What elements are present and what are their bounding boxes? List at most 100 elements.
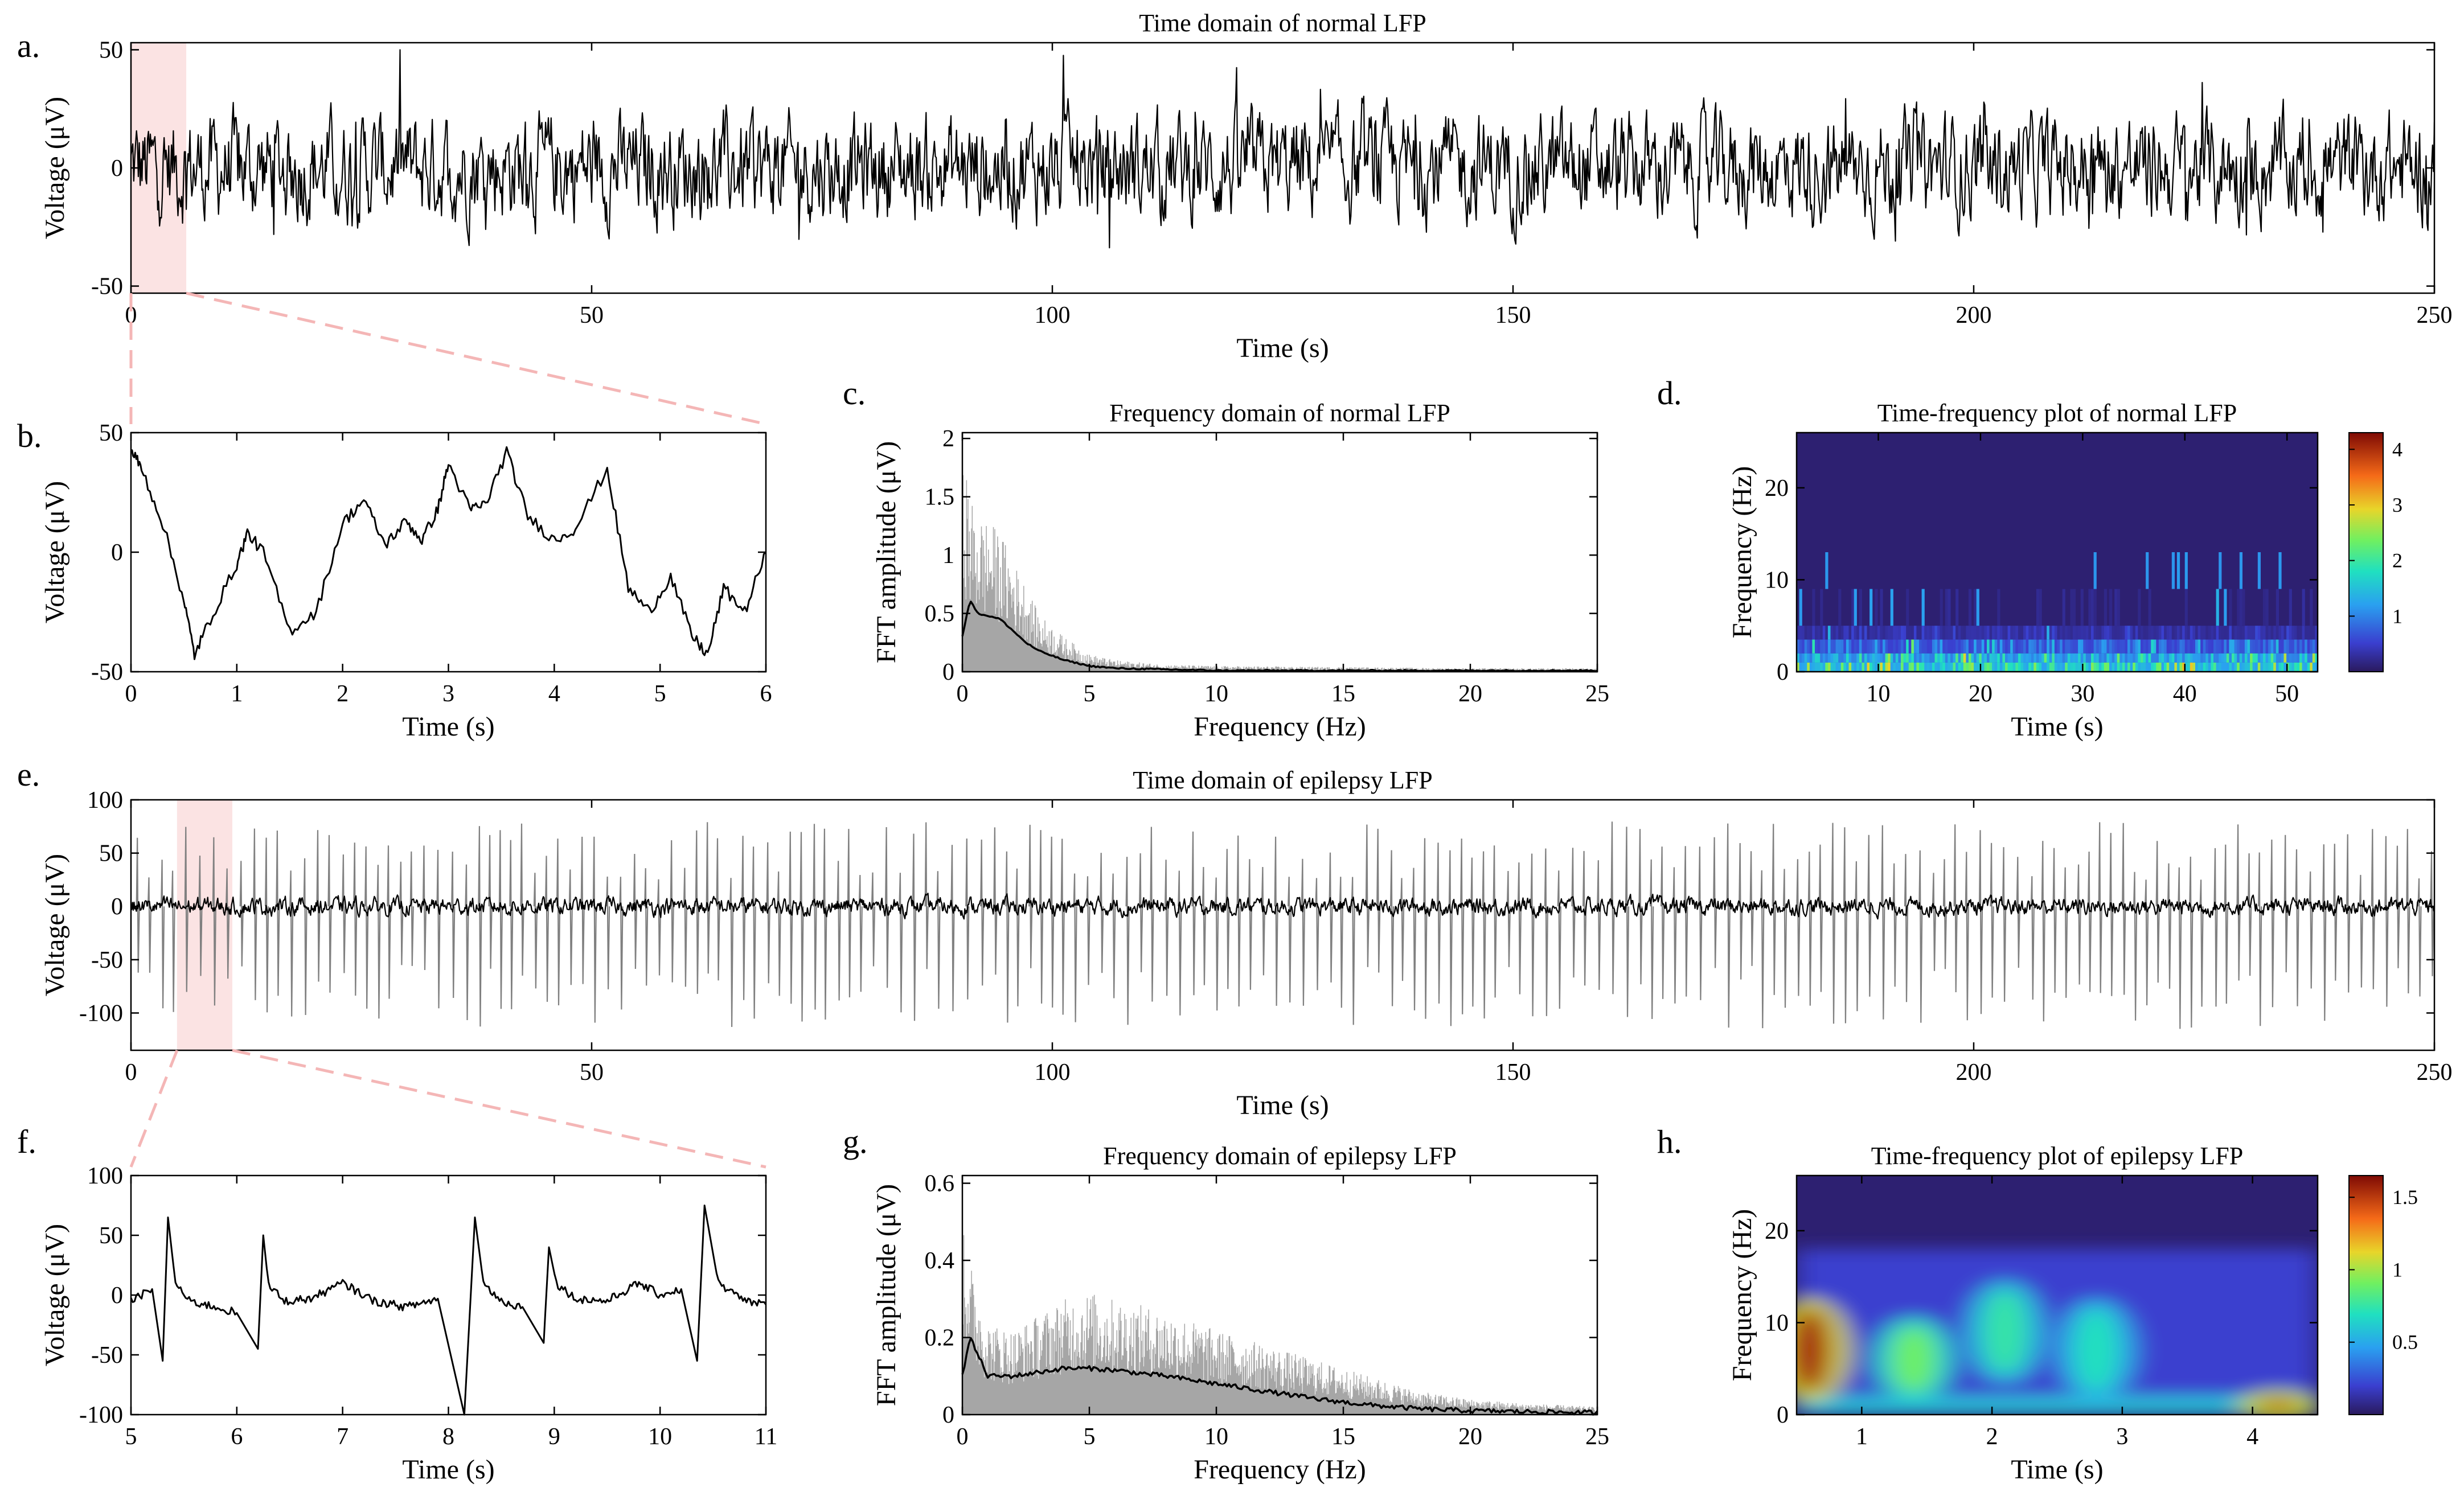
heatmap-cell [2289,589,2292,626]
heatmap-cell [2205,626,2209,640]
heatmap-cell [2057,639,2060,654]
heatmap-cell [1955,626,1959,640]
heatmap-cell [1999,626,2003,640]
heatmap-cell [2133,626,2136,640]
heatmap-cell [2211,653,2214,663]
heatmap-cell [2140,653,2144,663]
heatmap-cell [1856,626,1860,640]
heatmap-cell [2237,589,2240,626]
heatmap-cell [2252,653,2256,663]
heatmap-cell [2184,626,2188,640]
heatmap-cell [1802,662,1805,672]
x-tick-label: 25 [1585,681,1609,707]
heatmap-cell [2119,626,2123,640]
heatmap-cell [2315,639,2318,654]
heatmap-cell [2127,653,2131,663]
heatmap-cell [2164,653,2167,663]
heatmap-cell [2031,662,2034,672]
heatmap-cell [2197,626,2201,640]
heatmap-cell [2315,662,2318,672]
heatmap-cell [2239,626,2242,640]
y-axis-label: FFT amplitude (μV) [871,441,901,663]
heatmap-cell [1953,639,1956,654]
heatmap-cell [2174,626,2178,640]
heatmap-cell [2114,639,2118,654]
heatmap-cell [2052,662,2055,672]
heatmap-cell [1997,653,2000,663]
heatmap-cell [1916,653,1920,663]
heatmap-cell [2164,662,2167,672]
heatmap-cell [2117,589,2120,626]
heatmap-cell [1851,589,1855,626]
heatmap-cell [1804,653,1807,663]
x-axis-label: Time (s) [2011,1454,2103,1485]
heatmap-cell [2291,626,2295,640]
heatmap-cell [2067,626,2071,640]
heatmap-cell [1979,653,1982,663]
heatmap-cell [2101,639,2105,654]
heatmap-cell [2085,662,2089,672]
heatmap-cell [2281,639,2285,654]
x-tick-label: 3 [442,681,454,707]
x-tick-label: 50 [580,1059,604,1086]
heatmap-cell [1966,639,1969,654]
heatmap-cell [1851,626,1855,640]
panel-label: e. [17,756,40,793]
heatmap-cell [2091,589,2094,626]
heatmap-cell [2268,653,2272,663]
x-tick-label: 2 [337,681,349,707]
heatmap-cell [2257,552,2261,589]
heatmap-cell [2195,662,2199,672]
heatmap-cell [2219,653,2222,663]
heatmap-cell [1955,662,1959,672]
heatmap-cell [2216,653,2219,663]
y-tick-label: 100 [87,1163,123,1189]
heatmap-cell [1911,639,1914,654]
heatmap-cell [1848,662,1852,672]
heatmap-cell [1864,662,1868,672]
heatmap-cell [2002,639,2006,654]
heatmap-cell [1953,626,1956,640]
heatmap-cell [2229,639,2232,654]
heatmap-cell [1822,626,1826,640]
heatmap-cell [1812,653,1815,663]
heatmap-cell [1804,626,1807,640]
heatmap-cell [2062,626,2065,640]
heatmap-cell [2299,639,2303,654]
heatmap-cell [2023,662,2027,672]
heatmap-cell [2184,589,2188,626]
heatmap-cell [2203,662,2206,672]
x-tick-label: 6 [760,681,772,707]
heatmap-cell [2096,662,2100,672]
y-tick-label: 10 [1765,567,1789,593]
heatmap-cell [1827,653,1831,663]
heatmap-cell [1883,653,1886,663]
heatmap-cell [1908,626,1912,640]
heatmap-cell [2203,639,2206,654]
heatmap-cell [2281,653,2285,663]
heatmap-cell [2203,653,2206,663]
heatmap-cell [2294,626,2297,640]
heatmap-cell [2216,639,2219,654]
heatmap-cell [2203,626,2206,640]
heatmap-cell [2148,653,2151,663]
heatmap-cell [1906,639,1909,654]
heatmap-cell [2140,639,2144,654]
heatmap-cell [2315,626,2318,640]
heatmap-cell [2049,639,2052,654]
heatmap-cell [1971,653,1974,663]
heatmap-cell [1890,639,1893,654]
heatmap-cell [2007,662,2011,672]
x-tick-label: 5 [1084,1424,1096,1450]
heatmap-cell [1835,626,1839,640]
heatmap-cell [1880,639,1883,654]
heatmap-cell [1854,626,1857,640]
heatmap-cell [2112,626,2115,640]
heatmap-cell [1932,662,1936,672]
heatmap-cell [2117,626,2120,640]
heatmap-cell [2005,653,2008,663]
heatmap-cell [1854,639,1857,654]
heatmap-cell [1893,639,1896,654]
